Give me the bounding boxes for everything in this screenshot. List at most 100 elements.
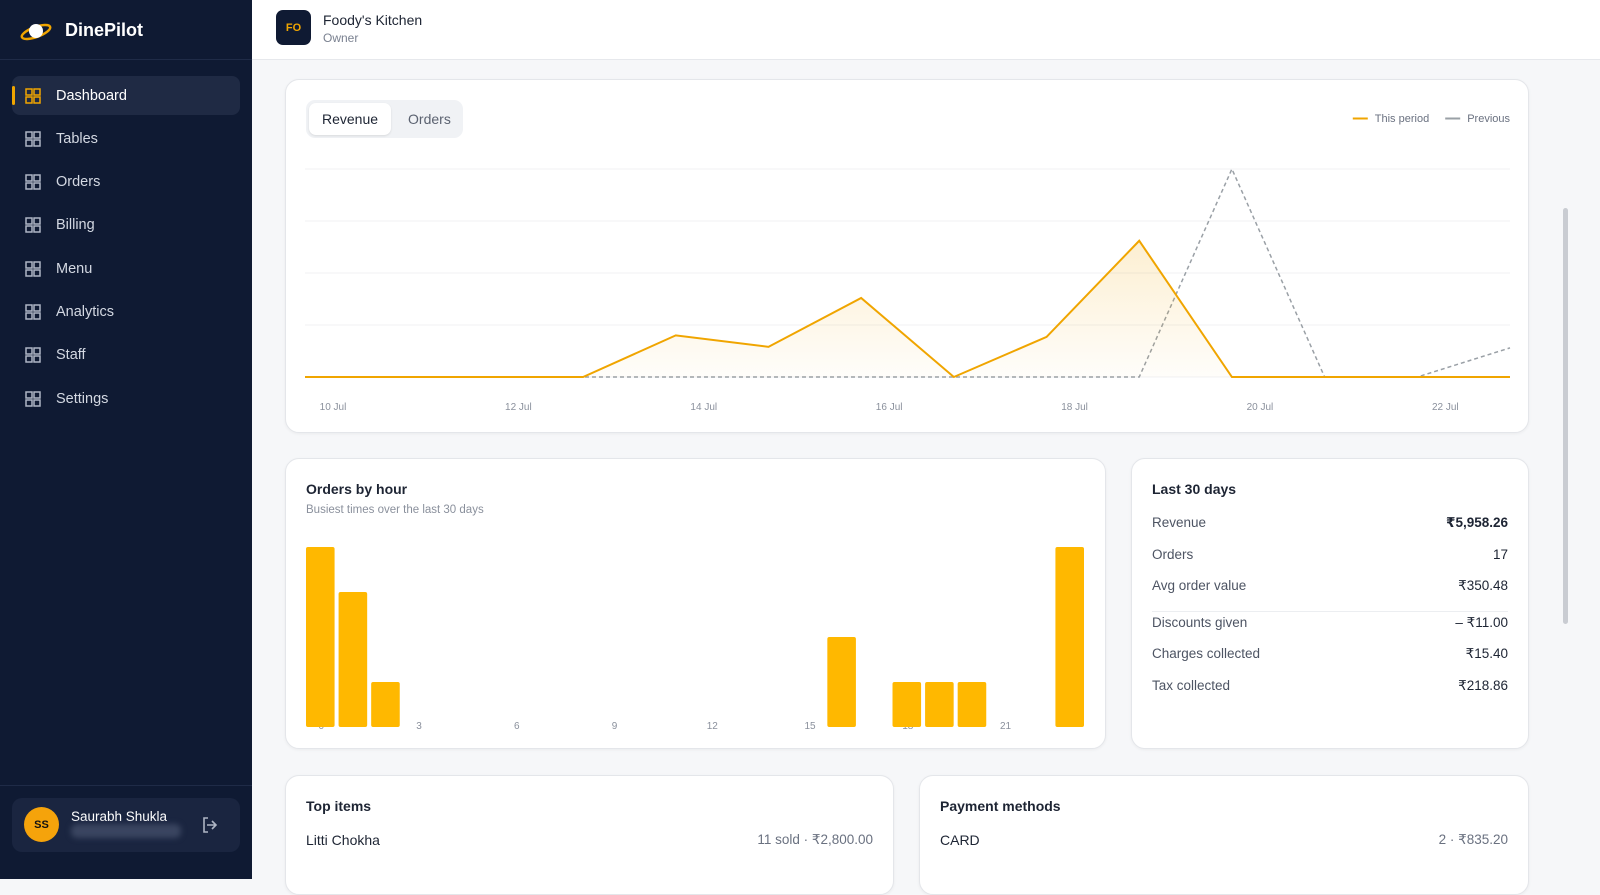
x-tick-label: 10 Jul: [320, 402, 347, 413]
icon-shape: [25, 139, 33, 147]
nav-item[interactable]: Tables: [12, 119, 240, 158]
x-tick-label: 6: [514, 721, 520, 732]
restaurant-name: Foody's Kitchen: [323, 12, 423, 28]
nav-icon: [25, 347, 41, 364]
nav-item[interactable]: Dashboard: [12, 76, 240, 115]
bar: [371, 682, 400, 727]
tabs: Revenue Orders: [306, 100, 463, 138]
icon-shape: [33, 131, 41, 139]
summary-row: Discounts given – ₹11.00: [1152, 615, 1508, 631]
nav-label: Tables: [56, 130, 98, 147]
icon-shape: [25, 225, 33, 234]
icon-shape: [33, 312, 41, 320]
icon-shape: [33, 355, 41, 364]
nav-item[interactable]: Billing: [12, 206, 240, 245]
nav-icon: [25, 87, 41, 104]
nav-item[interactable]: Menu: [12, 249, 240, 288]
x-tick-label: 18 Jul: [1061, 402, 1088, 413]
x-tick-label: 9: [612, 721, 618, 732]
summary-value: ₹350.48: [1458, 578, 1508, 594]
icon-shape: [25, 312, 33, 320]
brand-name: DinePilot: [65, 19, 144, 40]
x-tick-label: 20 Jul: [1247, 402, 1274, 413]
tab[interactable]: Revenue: [309, 103, 392, 135]
nav-icon: [25, 304, 41, 320]
icon-shape: [25, 260, 33, 269]
icon-shape: [33, 304, 41, 312]
summary-title: Last 30 days: [1152, 481, 1237, 497]
icon-shape: [33, 225, 41, 234]
nav: Dashboard Tables Orders Billing Menu Analytic…: [12, 76, 240, 422]
icon-shape: [25, 174, 33, 182]
icon-shape: [33, 217, 41, 226]
summary-value: 17: [1492, 546, 1508, 562]
summary-row: Orders 17: [1152, 547, 1508, 562]
bar: [827, 637, 856, 727]
nav-label: Menu: [56, 260, 93, 277]
bar-chart: 036912151821: [306, 547, 1084, 732]
restaurant-avatar: FO: [276, 10, 311, 45]
summary-value: – ₹11.00: [1455, 614, 1508, 630]
summary-label: Discounts given: [1152, 614, 1248, 630]
summary-label: Orders: [1152, 546, 1194, 562]
user-card[interactable]: SS Saurabh Shukla: [12, 798, 240, 852]
revenue-card: 10 Jul 12 Jul 14 Jul 16 Jul 18 Jul 20 Jul 22 J…: [285, 79, 1529, 433]
restaurant-role: Owner: [323, 31, 359, 45]
summary-row: Charges collected ₹15.40: [1152, 646, 1508, 662]
icon-shape: [25, 217, 33, 226]
bar: [925, 682, 954, 727]
nav-icon: [25, 174, 41, 190]
nav-icon: [25, 390, 41, 407]
summary-row: Revenue ₹5,958.26: [1152, 515, 1508, 531]
icon-shape: [25, 131, 33, 139]
header: FO Foody's Kitchen Owner: [252, 0, 1600, 60]
scrollbar: [1563, 208, 1568, 624]
summary-label: Revenue: [1152, 515, 1207, 530]
brand: DinePilot: [20, 14, 143, 46]
tab[interactable]: Orders: [408, 111, 451, 127]
x-tick-label: 16 Jul: [876, 402, 903, 413]
payment-methods-card: Payment methods CARD 2 · ₹835.20: [919, 775, 1529, 895]
icon-shape: [25, 87, 33, 96]
user-name: Saurabh Shukla: [71, 809, 168, 824]
icon-shape: [33, 268, 41, 277]
icon-shape: [33, 260, 41, 269]
list-row: Litti Chokha 11 sold · ₹2,800.00: [306, 832, 873, 848]
line-chart: 10 Jul 12 Jul 14 Jul 16 Jul 18 Jul 20 Jul 22 J…: [305, 113, 1511, 413]
nav-label: Staff: [56, 347, 86, 364]
sidebar: DinePilot Dashboard Tables Orders Billing Me…: [0, 0, 252, 879]
nav-label: Orders: [56, 174, 101, 191]
divider: [1152, 610, 1508, 612]
summary-card: Last 30 days Revenue ₹5,958.26 Orders 17 Avg…: [1131, 458, 1529, 749]
logout-icon[interactable]: [200, 815, 220, 835]
icon-shape: [25, 398, 33, 407]
summary-label: Avg order value: [1152, 578, 1247, 594]
nav-item[interactable]: Staff: [12, 336, 240, 375]
x-tick-label: 3: [416, 721, 422, 732]
icon-shape: [25, 182, 33, 190]
nav-icon: [25, 260, 41, 277]
brand-logo: [20, 23, 52, 41]
icon-shape: [33, 398, 41, 407]
summary-value: ₹15.40: [1465, 646, 1508, 662]
summary-label: Charges collected: [1152, 646, 1261, 662]
x-tick-label: 21: [1000, 721, 1012, 732]
nav-item[interactable]: Analytics: [12, 292, 240, 331]
icon-shape: [25, 268, 33, 277]
user-avatar: SS: [24, 807, 59, 842]
bar: [306, 547, 335, 727]
nav-item[interactable]: Orders: [12, 163, 240, 202]
summary-value: ₹218.86: [1458, 678, 1508, 693]
nav-item[interactable]: Settings: [12, 379, 240, 418]
series-line: [305, 239, 1510, 379]
x-tick-label: 12: [707, 721, 719, 732]
summary-row: Avg order value ₹350.48: [1152, 578, 1508, 594]
divider: [0, 59, 252, 60]
icon-shape: [33, 95, 41, 104]
top-items-title: Top items: [306, 798, 372, 814]
nav-icon: [25, 131, 41, 147]
chart-subtitle: Busiest times over the last 30 days: [306, 504, 484, 516]
bar: [957, 682, 987, 727]
